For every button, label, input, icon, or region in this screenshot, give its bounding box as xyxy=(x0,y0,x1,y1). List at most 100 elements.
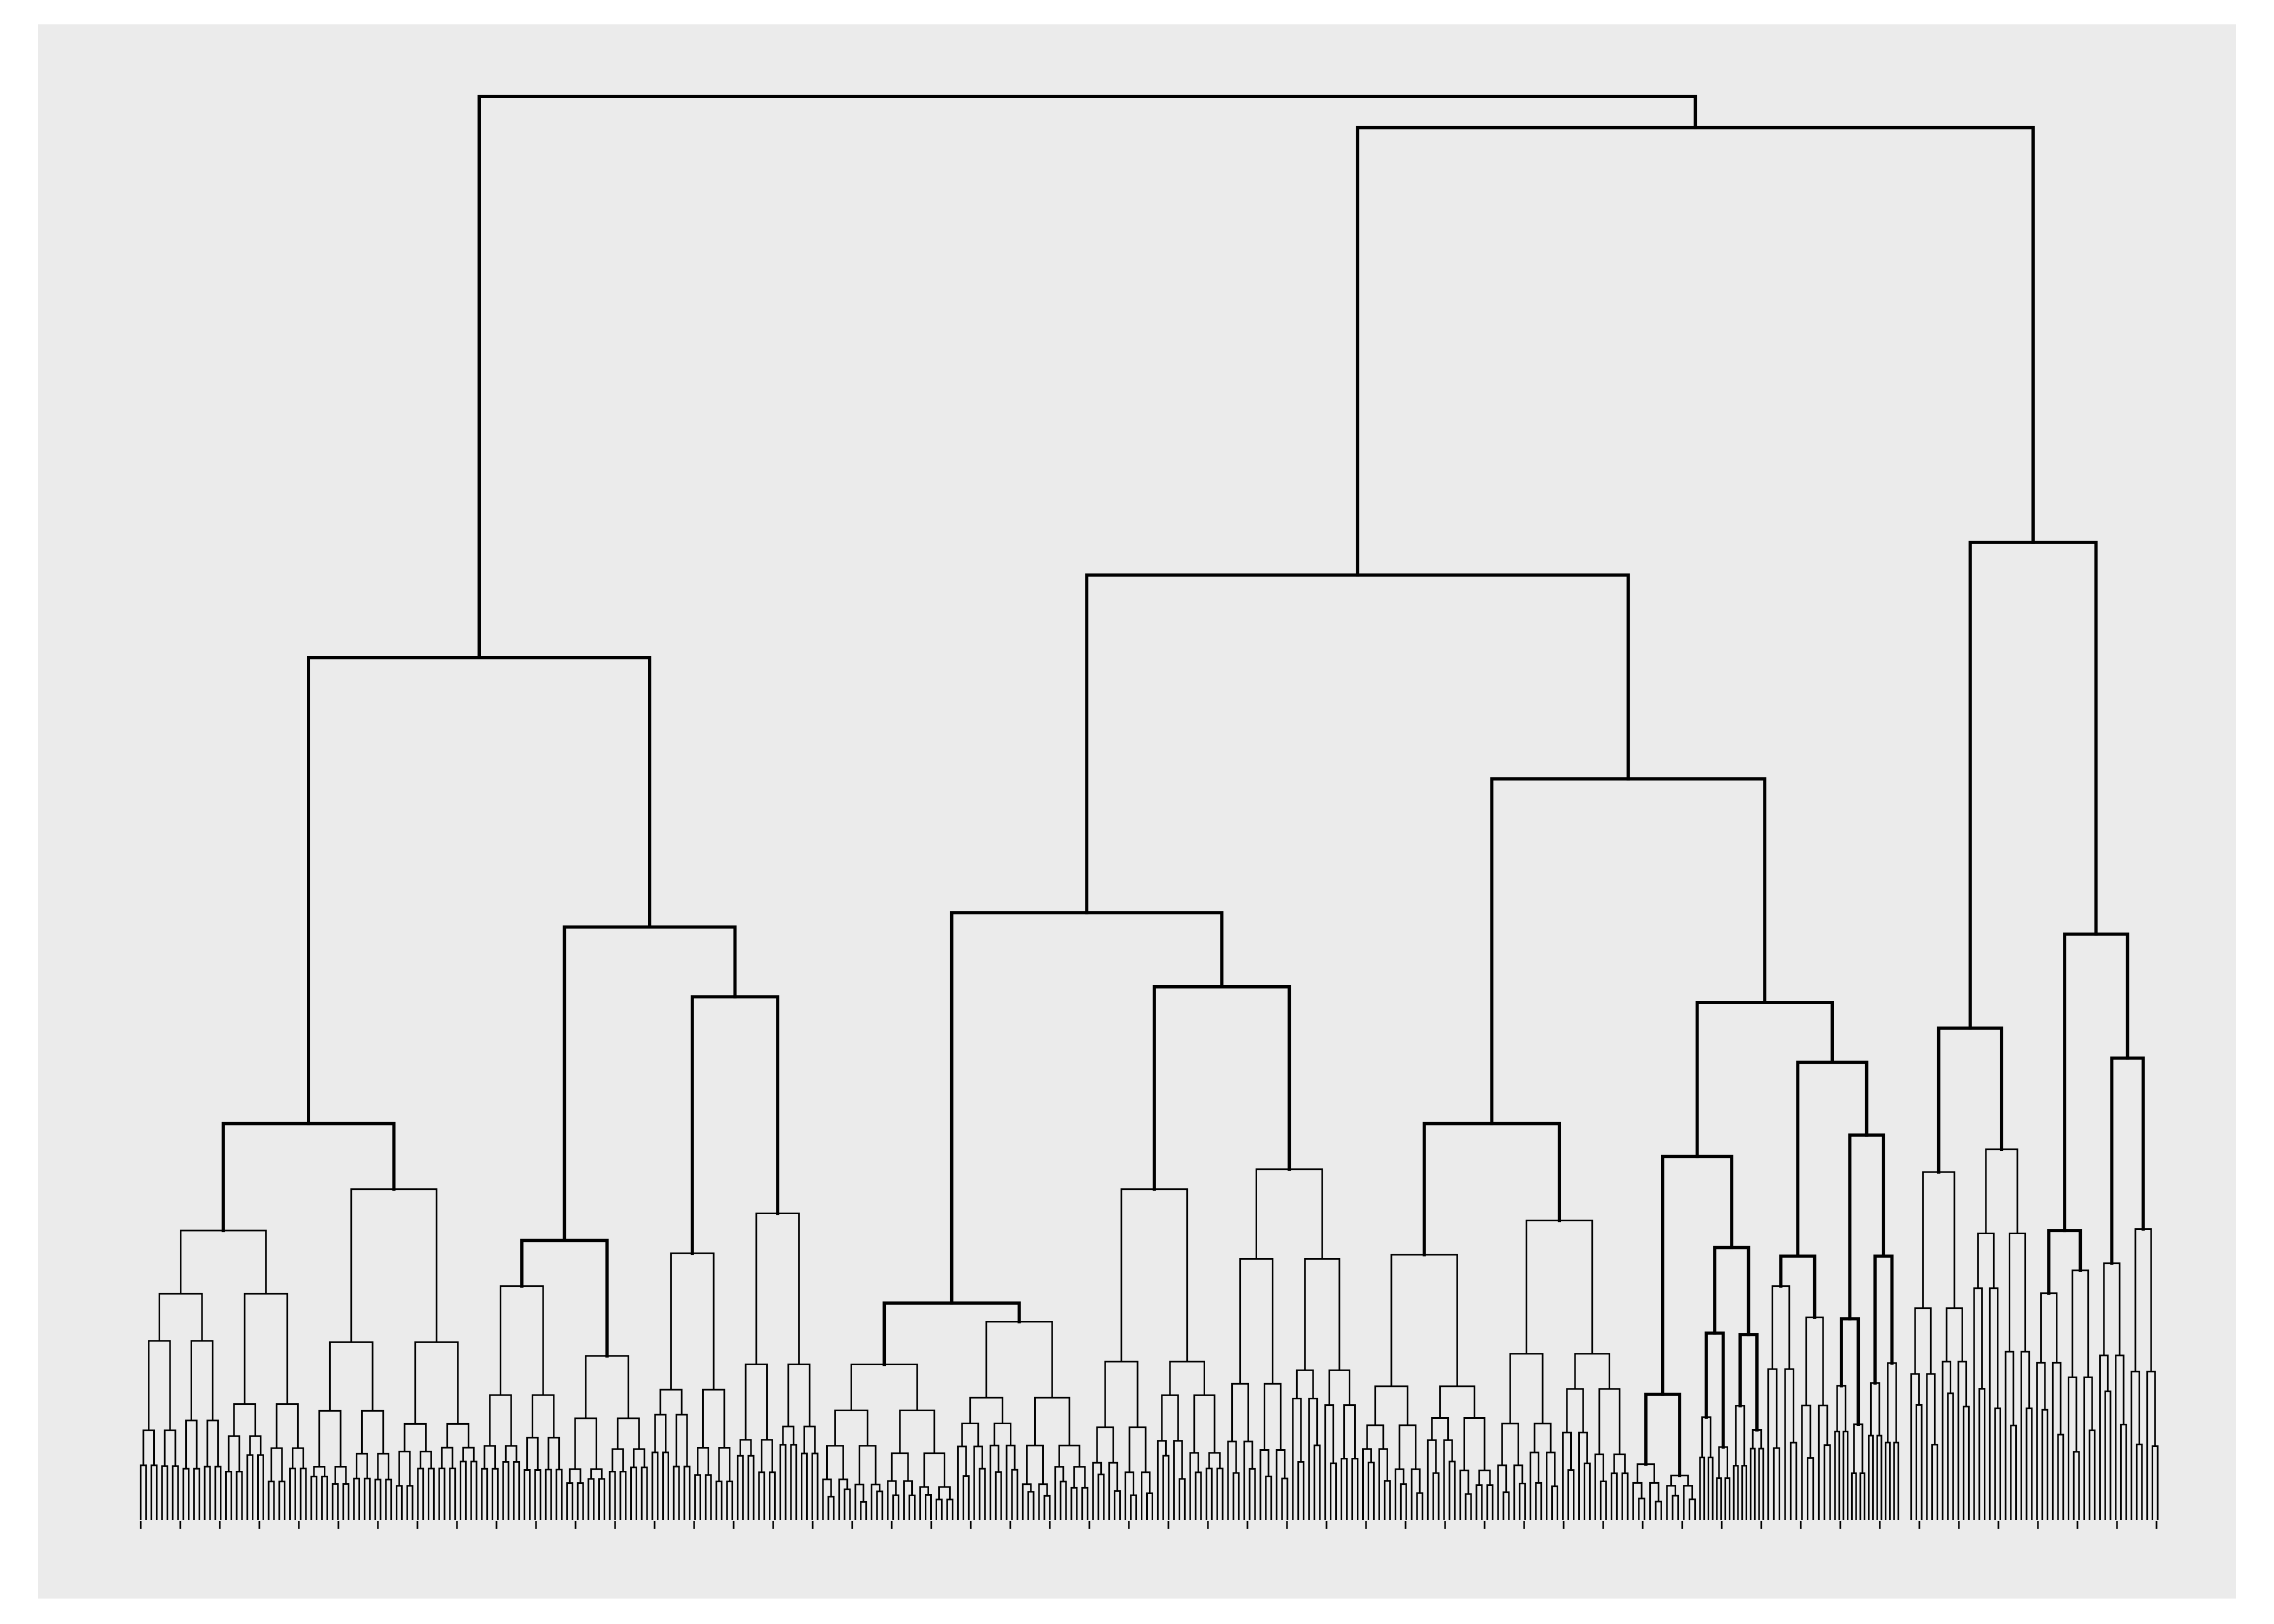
leaf-link-72 xyxy=(545,1469,552,1520)
leaf-link-124 xyxy=(844,1488,851,1520)
leaf-link-202 xyxy=(1276,1449,1286,1520)
leaf-link-274 xyxy=(1683,1485,1694,1520)
leaf-link-266 xyxy=(1638,1497,1645,1520)
leaf-link-342 xyxy=(2104,1390,2112,1520)
leaf-link-177 xyxy=(1146,1492,1153,1520)
leaf-link-150 xyxy=(961,1422,979,1447)
leaf-link-196 xyxy=(1249,1468,1256,1520)
leaf-link-105 xyxy=(702,1389,726,1448)
leaf-link-210 xyxy=(1330,1462,1337,1520)
leaf-link-272 xyxy=(1666,1485,1676,1520)
leaf-link-206 xyxy=(1292,1398,1302,1520)
leaf-link-99 xyxy=(694,1474,702,1520)
leaf-link-213 xyxy=(1351,1457,1359,1520)
leaf-link-160 xyxy=(1038,1483,1048,1520)
leaf-link-231 xyxy=(1448,1461,1456,1520)
leaf-link-129 xyxy=(876,1490,884,1520)
leaf-link-53 xyxy=(438,1468,446,1520)
leaf-link-68 xyxy=(489,1394,512,1446)
leaf-link-186 xyxy=(1194,1471,1202,1520)
leaf-link-198 xyxy=(1231,1383,1250,1442)
leaf-link-221 xyxy=(1378,1448,1388,1520)
leaf-link-200 xyxy=(1259,1449,1270,1520)
leaf-link-224 xyxy=(1394,1468,1404,1520)
leaf-link-330 xyxy=(2008,1233,2027,1352)
leaf-link-44 xyxy=(361,1410,384,1454)
leaf-link-194 xyxy=(1232,1472,1240,1520)
leaf-link-117 xyxy=(801,1452,808,1520)
leaf-link-175 xyxy=(1130,1494,1138,1520)
leaf-link-264 xyxy=(1574,1353,1611,1389)
leaf-link-67 xyxy=(505,1445,518,1462)
leaf-link-259 xyxy=(1594,1453,1604,1520)
leaf-link-83 xyxy=(574,1417,598,1469)
leaf-link-100 xyxy=(704,1474,712,1520)
leaf-link-57 xyxy=(470,1461,478,1520)
leaf-link-205 xyxy=(1297,1461,1305,1520)
leaf-link-64 xyxy=(483,1445,496,1469)
leaf-link-176 xyxy=(1125,1471,1135,1520)
leaf-link-120 xyxy=(787,1363,811,1427)
leaf-link-310 xyxy=(1916,1404,1923,1520)
leaf-link-233 xyxy=(1431,1417,1449,1440)
leaf-link-118 xyxy=(811,1452,819,1520)
leaf-link-97 xyxy=(675,1413,688,1467)
dendrogram-link-28 xyxy=(478,95,1697,660)
leaf-link-146 xyxy=(962,1475,970,1520)
leaf-link-90 xyxy=(617,1417,640,1449)
leaf-link-132 xyxy=(834,1409,868,1446)
leaf-link-144 xyxy=(899,1409,936,1453)
leaf-link-329 xyxy=(2020,1351,2030,1520)
leaf-link-155 xyxy=(994,1422,1012,1446)
leaf-link-18 xyxy=(246,1454,254,1520)
leaf-link-294 xyxy=(1801,1404,1812,1520)
leaf-link-157 xyxy=(1027,1491,1035,1520)
leaf-link-282 xyxy=(1733,1465,1739,1520)
leaf-link-252 xyxy=(1509,1353,1544,1424)
link-layer xyxy=(221,95,2145,1477)
leaf-link-171 xyxy=(1092,1462,1102,1520)
leaf-link-184 xyxy=(1173,1440,1183,1520)
leaf-link-128 xyxy=(854,1483,865,1520)
leaf-link-49 xyxy=(417,1468,424,1520)
leaf-link-59 xyxy=(446,1423,469,1448)
leaf-link-158 xyxy=(1022,1483,1032,1520)
leaf-link-37 xyxy=(318,1410,342,1467)
leaf-link-226 xyxy=(1410,1468,1421,1520)
leaf-link-6 xyxy=(148,1340,171,1431)
plot-panel xyxy=(38,24,2236,1599)
leaf-link-273 xyxy=(1688,1498,1696,1520)
leaf-link-235 xyxy=(1459,1469,1469,1520)
leaf-link-54 xyxy=(449,1468,456,1520)
leaf-link-103 xyxy=(726,1481,734,1520)
leaf-link-148 xyxy=(978,1468,986,1520)
leaf-link-11 xyxy=(214,1465,222,1520)
leaf-link-27 xyxy=(291,1447,304,1469)
leaf-link-107 xyxy=(736,1455,744,1520)
leaf-link-56 xyxy=(460,1461,467,1520)
leaf-link-219 xyxy=(1362,1448,1372,1520)
leaf-link-255 xyxy=(1583,1462,1591,1520)
leaf-link-238 xyxy=(1478,1469,1491,1485)
leaf-link-271 xyxy=(1671,1495,1680,1520)
leaf-link-180 xyxy=(1104,1360,1139,1427)
leaf-link-24 xyxy=(270,1447,283,1482)
leaf-link-312 xyxy=(1931,1444,1938,1520)
leaf-link-308 xyxy=(1893,1442,1899,1520)
leaf-link-159 xyxy=(1043,1495,1051,1520)
leaf-link-108 xyxy=(747,1455,755,1520)
leaf-link-1 xyxy=(151,1464,158,1520)
leaf-link-98 xyxy=(659,1389,683,1415)
leaf-link-192 xyxy=(1169,1360,1205,1396)
leaf-link-296 xyxy=(1818,1404,1828,1520)
leaf-link-19 xyxy=(257,1454,264,1520)
leaf-link-73 xyxy=(556,1469,563,1520)
leaf-link-225 xyxy=(1416,1492,1423,1520)
leaf-link-295 xyxy=(1824,1444,1831,1520)
leaf-link-21 xyxy=(233,1403,257,1436)
leaf-link-178 xyxy=(1141,1471,1151,1520)
leaf-link-229 xyxy=(1432,1472,1440,1520)
leaf-link-0 xyxy=(140,1464,147,1520)
